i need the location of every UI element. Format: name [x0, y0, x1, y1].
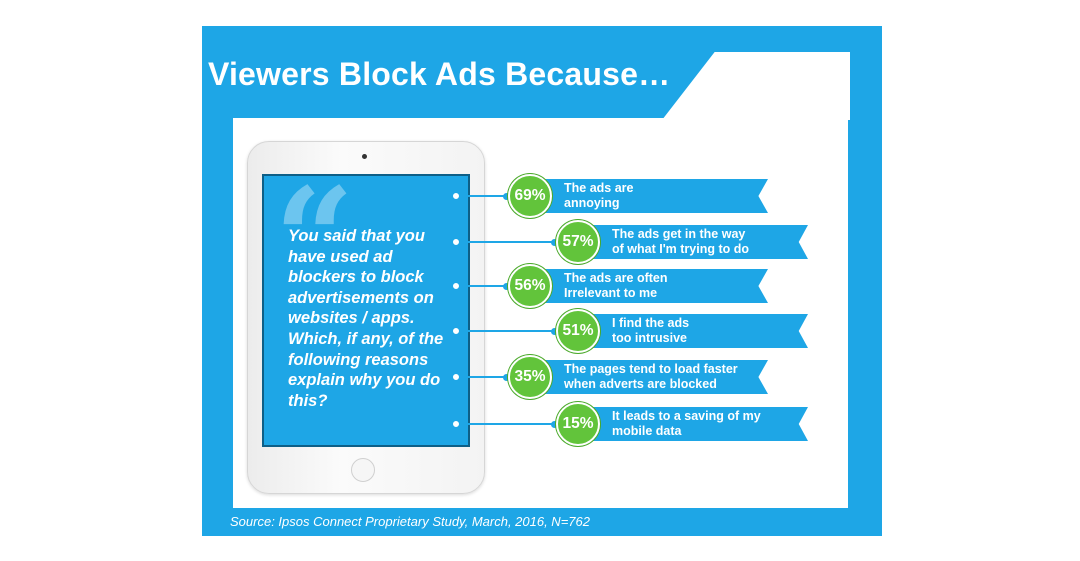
- leader-endcap: [503, 282, 510, 290]
- leader-line: [460, 241, 556, 243]
- reason-label: The ads get in the way of what I'm tryin…: [612, 227, 749, 256]
- percent-badge: 51%: [556, 309, 600, 353]
- quote-mark-icon: “: [274, 174, 355, 322]
- leader-endcap: [503, 192, 510, 200]
- reason-label: It leads to a saving of my mobile data: [612, 409, 761, 438]
- source-note: Source: Ipsos Connect Proprietary Study,…: [230, 514, 590, 529]
- chart-title: Viewers Block Ads Because…: [208, 56, 671, 92]
- survey-question: You said that you have used ad blockers …: [288, 227, 444, 410]
- leader-endcap: [551, 327, 558, 335]
- reason-label: The pages tend to load faster when adver…: [564, 362, 738, 391]
- leader-line: [460, 285, 508, 287]
- reason-ribbon: [576, 407, 808, 441]
- reason-label: I find the ads too intrusive: [612, 316, 690, 345]
- leader-dot: [452, 327, 460, 335]
- leader-dot: [452, 373, 460, 381]
- tablet-home-button-icon: [351, 458, 375, 482]
- leader-dot: [452, 282, 460, 290]
- reason-label: The ads are often Irrelevant to me: [564, 271, 668, 300]
- leader-line: [460, 195, 508, 197]
- leader-dot: [452, 238, 460, 246]
- percent-badge: 35%: [508, 355, 552, 399]
- leader-dot: [452, 420, 460, 428]
- leader-line: [460, 330, 556, 332]
- leader-dot: [452, 192, 460, 200]
- reason-ribbon: [528, 269, 768, 303]
- leader-line: [460, 423, 556, 425]
- tablet-camera-icon: [362, 154, 367, 159]
- reason-ribbon: [528, 179, 768, 213]
- percent-badge: 56%: [508, 264, 552, 308]
- reason-ribbon: [576, 225, 808, 259]
- reason-ribbon: [576, 314, 808, 348]
- leader-line: [460, 376, 508, 378]
- percent-badge: 69%: [508, 174, 552, 218]
- reason-label: The ads are annoying: [564, 181, 634, 210]
- percent-badge: 15%: [556, 402, 600, 446]
- tablet-screen: “ You said that you have used ad blocker…: [262, 174, 470, 447]
- leader-endcap: [503, 373, 510, 381]
- percent-badge: 57%: [556, 220, 600, 264]
- leader-endcap: [551, 238, 558, 246]
- reason-ribbon: [528, 360, 768, 394]
- leader-endcap: [551, 420, 558, 428]
